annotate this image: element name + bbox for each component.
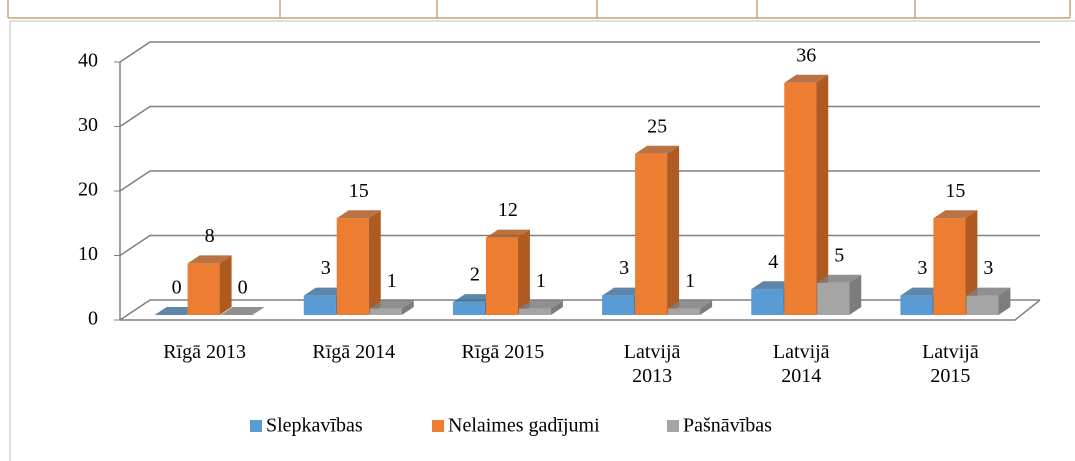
data-label: 1 [685,270,695,292]
data-label: 3 [917,257,927,279]
data-label: 3 [321,257,331,279]
x-tick-label: Latvijā 2014 [772,341,830,387]
legend-label: Slepkavības [266,415,363,437]
floor [120,299,1041,321]
data-label: 0 [172,277,182,299]
data-label: 5 [834,244,844,266]
x-tick-label: Latvijā 2013 [623,341,681,387]
bar [369,300,414,315]
x-tick-label: Rīgā 2013 [163,341,246,363]
data-label: 36 [796,44,816,66]
bar [220,307,265,315]
bar [817,274,862,315]
grid-line [119,105,1040,128]
table-frame [7,0,1071,19]
bar [336,210,381,315]
y-tick-label: 0 [88,308,98,330]
data-label: 12 [498,199,518,221]
data-label: 1 [536,270,546,292]
bar [668,300,713,315]
bar [187,255,232,315]
bar [518,300,563,315]
x-tick-label: Rīgā 2014 [312,341,396,363]
grid-line [119,234,1040,257]
y-tick-label: 20 [78,179,98,201]
bar [485,229,530,315]
data-label: 4 [768,251,778,273]
legend-swatch [667,420,679,432]
data-label: 0 [238,277,248,299]
bar [635,145,680,315]
grid-line [119,170,1040,192]
grid-line [119,299,1040,321]
data-label: 15 [349,180,369,202]
x-tick-label: Latvijā 2015 [922,341,979,387]
grid-line [119,41,1040,63]
data-label: 15 [945,180,965,202]
data-label: 2 [470,264,480,286]
y-tick-label: 10 [78,243,98,265]
data-label: 8 [205,225,215,247]
data-label: 25 [647,115,667,137]
bar [784,74,829,315]
x-tick-label: Rīgā 2015 [461,341,545,363]
data-label: 3 [983,257,993,279]
chart-border [9,20,1075,461]
bar [966,287,1011,315]
y-tick-label: 30 [78,114,98,136]
data-label: 1 [387,270,397,292]
legend-swatch [432,420,444,432]
y-tick-label: 40 [78,50,98,72]
legend-label: Nelaimes gadījumi [448,415,600,437]
legend-label: Pašnāvības [683,415,772,437]
bar [933,210,978,315]
legend-swatch [250,420,262,432]
data-label: 3 [619,257,629,279]
